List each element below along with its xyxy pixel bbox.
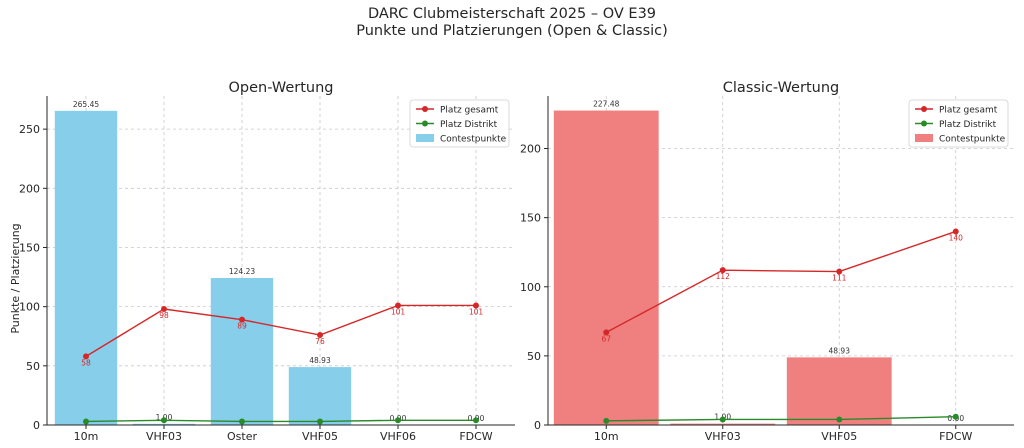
point-value-label: 67 <box>601 334 611 343</box>
series-line <box>606 416 956 422</box>
legend-marker <box>921 120 927 127</box>
legend: Platz gesamt Platz Distrikt Contestpunkte <box>409 99 510 148</box>
legend-bar-swatch <box>416 134 434 142</box>
legend-label: Platz Distrikt <box>440 120 498 130</box>
chart-panel-2: Classic-Wertung227.481.0048.930.00671121… <box>520 80 1014 443</box>
x-tick-label: Oster <box>227 430 257 443</box>
y-tick-label: 100 <box>520 281 541 294</box>
bar-value-label: 48.93 <box>829 346 851 355</box>
y-tick-label: 0 <box>33 419 40 432</box>
point-value-label: 98 <box>159 311 169 320</box>
bar <box>786 357 892 425</box>
x-tick-label: 10m <box>594 430 619 443</box>
series-point <box>836 416 843 423</box>
legend-marker <box>921 106 927 112</box>
legend-label: Platz gesamt <box>939 106 998 116</box>
point-value-label: 111 <box>832 274 847 283</box>
figure-title: DARC Clubmeisterschaft 2025 – OV E39 <box>367 6 657 22</box>
legend-marker <box>422 106 428 112</box>
y-tick-label: 200 <box>520 143 541 156</box>
y-tick-label: 0 <box>534 419 541 432</box>
series-point <box>161 306 167 313</box>
y-axis-label: Punkte / Platzierung <box>9 223 22 333</box>
y-tick-label: 50 <box>26 360 40 373</box>
series-line <box>85 304 476 357</box>
legend-label: Contestpunkte <box>440 135 507 145</box>
series-point <box>239 418 245 425</box>
x-tick-label: VHF03 <box>146 430 182 443</box>
point-value-label: 89 <box>237 322 247 331</box>
x-tick-label: 10m <box>74 430 99 443</box>
series-point <box>952 413 959 420</box>
x-tick-label: VHF05 <box>302 430 338 443</box>
series-point <box>83 353 89 360</box>
x-tick-label: FDCW <box>459 430 492 443</box>
legend-box <box>908 99 1009 148</box>
series-point <box>317 332 323 339</box>
figure-subtitle: Punkte und Platzierungen (Open & Classic… <box>356 23 668 39</box>
series-point <box>603 417 610 424</box>
y-tick-label: 50 <box>527 350 541 363</box>
bar <box>54 110 118 425</box>
panel-title: Open-Wertung <box>228 80 333 96</box>
y-tick-label: 250 <box>19 123 40 136</box>
bar-value-label: 124.23 <box>229 267 255 276</box>
series-point <box>395 417 401 424</box>
bar-value-label: 48.93 <box>309 356 331 365</box>
series-point <box>473 417 479 424</box>
point-value-label: 101 <box>469 307 484 316</box>
point-value-label: 58 <box>81 358 91 367</box>
x-tick-label: VHF06 <box>380 430 416 443</box>
legend: Platz gesamt Platz Distrikt Contestpunkte <box>908 99 1009 148</box>
legend-bar-swatch <box>915 134 933 142</box>
bar <box>670 423 776 425</box>
bar-value-label: 227.48 <box>593 100 619 109</box>
bar <box>210 277 274 425</box>
point-value-label: 140 <box>949 233 964 242</box>
point-value-label: 101 <box>391 307 406 316</box>
legend-label: Platz gesamt <box>440 106 499 116</box>
panel-title: Classic-Wertung <box>723 80 839 96</box>
x-tick-label: VHF03 <box>705 430 741 443</box>
x-tick-label: FDCW <box>939 430 972 443</box>
series-point <box>473 302 479 309</box>
point-value-label: 112 <box>716 272 731 281</box>
legend-marker <box>422 120 428 127</box>
series-point <box>161 417 167 424</box>
bar <box>288 367 352 425</box>
series-point <box>83 418 89 425</box>
series-point <box>719 267 726 274</box>
series-point <box>603 329 610 336</box>
y-tick-label: 200 <box>19 182 40 195</box>
point-value-label: 76 <box>315 337 325 346</box>
series-point <box>719 416 726 423</box>
legend-label: Platz Distrikt <box>939 120 997 130</box>
bar-value-label: 265.45 <box>73 100 99 109</box>
legend-box <box>409 99 510 148</box>
y-tick-label: 150 <box>19 241 40 254</box>
x-tick-label: VHF05 <box>821 430 857 443</box>
bar <box>553 110 659 425</box>
series-point <box>317 418 323 425</box>
legend-label: Contestpunkte <box>939 135 1006 145</box>
bar <box>132 423 196 425</box>
series-point <box>239 316 245 323</box>
y-tick-label: 150 <box>520 212 541 225</box>
series-line <box>605 230 956 333</box>
series-point <box>952 228 959 235</box>
series-point <box>395 302 401 309</box>
chart-panel-1: Open-Wertung265.451.00124.2348.930.000.0… <box>9 80 515 443</box>
y-tick-label: 100 <box>19 301 40 314</box>
series-line <box>85 419 476 423</box>
series-point <box>836 268 843 275</box>
